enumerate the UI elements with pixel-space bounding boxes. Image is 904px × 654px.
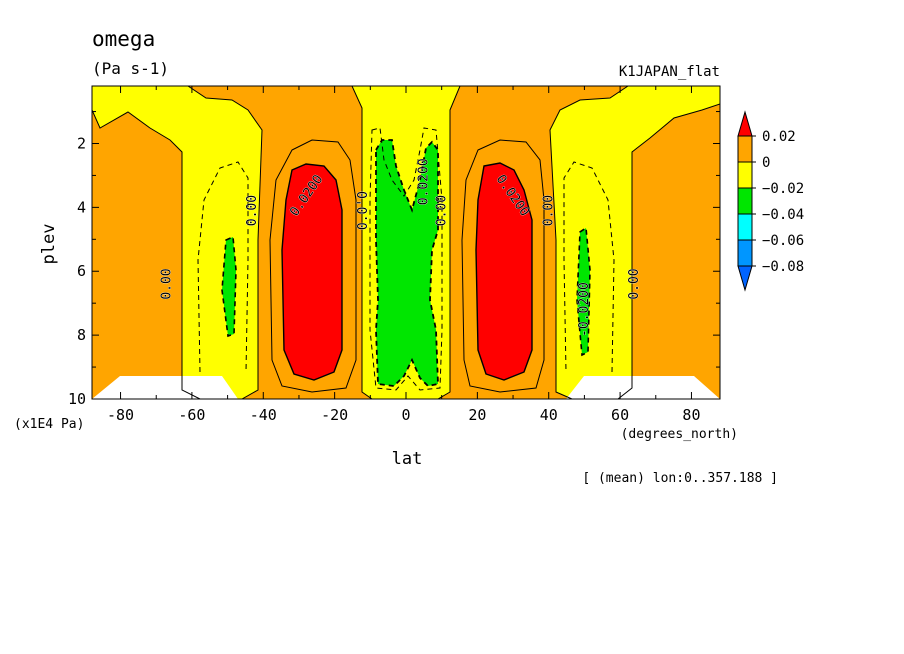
contour-label: 0.00	[434, 195, 449, 226]
colorbar: 0.02 0 −0.02 −0.04 −0.06 −0.08	[737, 110, 804, 292]
contour-line-negative	[375, 139, 439, 387]
red-region-fill	[476, 163, 532, 380]
x-tick-label: 80	[682, 406, 700, 424]
y-tick-label: 2	[77, 134, 86, 152]
x-axis-units: (degrees_north)	[621, 427, 738, 442]
contour-label: 0.00	[627, 268, 642, 299]
contour-label: 0.0'0	[356, 191, 371, 230]
colorbar-label: −0.08	[762, 259, 804, 275]
green-region-fill	[577, 228, 590, 355]
x-tick-label: 20	[468, 406, 486, 424]
y-tick-label: 4	[77, 198, 86, 216]
colorbar-label: −0.04	[762, 207, 804, 223]
contour-line-zero	[187, 86, 263, 399]
colorbar-label: 0.02	[762, 129, 796, 145]
contour-label: 0.00	[245, 195, 260, 226]
colorbar-label: 0	[762, 155, 770, 171]
colorbar-label: −0.02	[762, 181, 804, 197]
colorbar-bottom-arrow	[737, 265, 753, 292]
footnote: [ (mean) lon:0..357.188 ]	[582, 471, 778, 486]
colorbar-bin	[737, 161, 753, 189]
y-tick-label: 10	[68, 390, 86, 408]
contour-label: 0.00	[160, 268, 175, 299]
x-axis-ticks: -80 -60 -40 -20 0 20 40 60 80	[107, 86, 700, 424]
x-tick-label: -20	[321, 406, 348, 424]
contour-label: 0.0200	[416, 158, 431, 205]
x-tick-label: -60	[178, 406, 205, 424]
colorbar-label: −0.06	[762, 233, 804, 249]
colorbar-bin	[737, 213, 753, 241]
y-tick-label: 8	[77, 326, 86, 344]
contour-line-positive	[281, 163, 343, 381]
contour-line-positive	[461, 139, 545, 393]
x-tick-label: -80	[107, 406, 134, 424]
negative-region-fill	[92, 86, 262, 399]
contour-line-negative	[369, 127, 443, 391]
contour-line-zero	[351, 86, 373, 399]
contour-line-zero	[549, 86, 629, 399]
contour-line-zero	[437, 86, 461, 399]
contour-line-negative	[197, 161, 249, 373]
missing-region	[566, 376, 720, 399]
colorbar-top-arrow	[737, 110, 753, 137]
y-axis-units: (x1E4 Pa)	[14, 417, 84, 432]
contour-lines-negative	[197, 127, 615, 391]
colorbar-bin	[737, 135, 753, 163]
colorbar-bin	[737, 239, 753, 267]
contour-line-zero	[617, 103, 720, 399]
contour-line-negative	[221, 235, 237, 338]
chart-title: omega	[92, 27, 155, 51]
contour-lines	[92, 86, 720, 399]
x-tick-label: 0	[401, 406, 410, 424]
missing-region	[92, 376, 238, 399]
y-axis-title: plev	[39, 224, 59, 265]
experiment-label: K1JAPAN_flat	[619, 64, 720, 80]
negative-region-fill	[550, 86, 720, 399]
contour-label: -0.0200	[577, 282, 592, 337]
contour-line-negative	[563, 161, 615, 373]
x-tick-label: 40	[540, 406, 558, 424]
chart-units: (Pa s-1)	[92, 59, 169, 78]
contour-line-negative	[576, 226, 591, 357]
contour-line-zero	[92, 109, 201, 399]
y-tick-label: 6	[77, 262, 86, 280]
red-region-fill	[282, 164, 342, 380]
x-axis-title: lat	[392, 449, 423, 469]
colorbar-bin	[737, 187, 753, 215]
x-tick-label: 60	[611, 406, 629, 424]
x-tick-label: -40	[250, 406, 277, 424]
contour-line-positive	[269, 139, 357, 393]
y-axis-ticks: 2 4 6 8 10	[68, 111, 720, 408]
green-region-fill	[376, 140, 438, 386]
contour-label: 0.00	[541, 195, 556, 226]
contour-line-positive	[475, 162, 533, 381]
